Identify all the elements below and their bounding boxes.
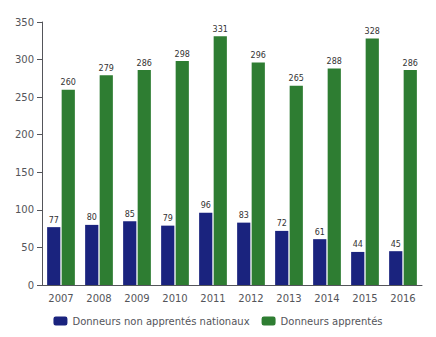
svg-text:350: 350 xyxy=(15,17,34,28)
svg-text:265: 265 xyxy=(289,74,304,83)
svg-text:286: 286 xyxy=(137,59,152,68)
svg-text:2014: 2014 xyxy=(314,293,339,304)
svg-text:44: 44 xyxy=(353,240,363,249)
svg-text:2007: 2007 xyxy=(48,293,73,304)
svg-text:0: 0 xyxy=(28,280,34,291)
svg-text:200: 200 xyxy=(15,129,34,140)
svg-text:288: 288 xyxy=(327,57,342,66)
svg-text:150: 150 xyxy=(15,167,34,178)
svg-text:300: 300 xyxy=(15,54,34,65)
svg-text:50: 50 xyxy=(21,242,34,253)
svg-text:2009: 2009 xyxy=(124,293,149,304)
svg-text:2013: 2013 xyxy=(276,293,301,304)
svg-text:2012: 2012 xyxy=(238,293,263,304)
svg-text:286: 286 xyxy=(403,59,418,68)
svg-text:80: 80 xyxy=(87,213,97,222)
svg-text:296: 296 xyxy=(251,51,266,60)
svg-text:298: 298 xyxy=(175,50,190,59)
svg-text:Donneurs apprentés: Donneurs apprentés xyxy=(281,316,383,327)
svg-text:45: 45 xyxy=(391,240,401,249)
svg-text:85: 85 xyxy=(125,210,135,219)
svg-text:2015: 2015 xyxy=(352,293,377,304)
svg-text:100: 100 xyxy=(15,204,34,215)
svg-text:250: 250 xyxy=(15,92,34,103)
svg-text:2016: 2016 xyxy=(390,293,415,304)
svg-text:328: 328 xyxy=(365,27,380,36)
svg-text:Donneurs non apprentés nationa: Donneurs non apprentés nationaux xyxy=(72,316,249,327)
svg-text:279: 279 xyxy=(99,64,114,73)
svg-text:2010: 2010 xyxy=(162,293,187,304)
svg-text:331: 331 xyxy=(213,25,228,34)
svg-text:72: 72 xyxy=(277,219,287,228)
svg-text:83: 83 xyxy=(239,211,249,220)
svg-text:2011: 2011 xyxy=(200,293,225,304)
svg-text:77: 77 xyxy=(49,216,59,225)
svg-text:96: 96 xyxy=(201,201,211,210)
svg-text:61: 61 xyxy=(315,228,325,237)
svg-text:260: 260 xyxy=(61,78,76,87)
svg-text:2008: 2008 xyxy=(86,293,111,304)
svg-text:79: 79 xyxy=(163,214,173,223)
